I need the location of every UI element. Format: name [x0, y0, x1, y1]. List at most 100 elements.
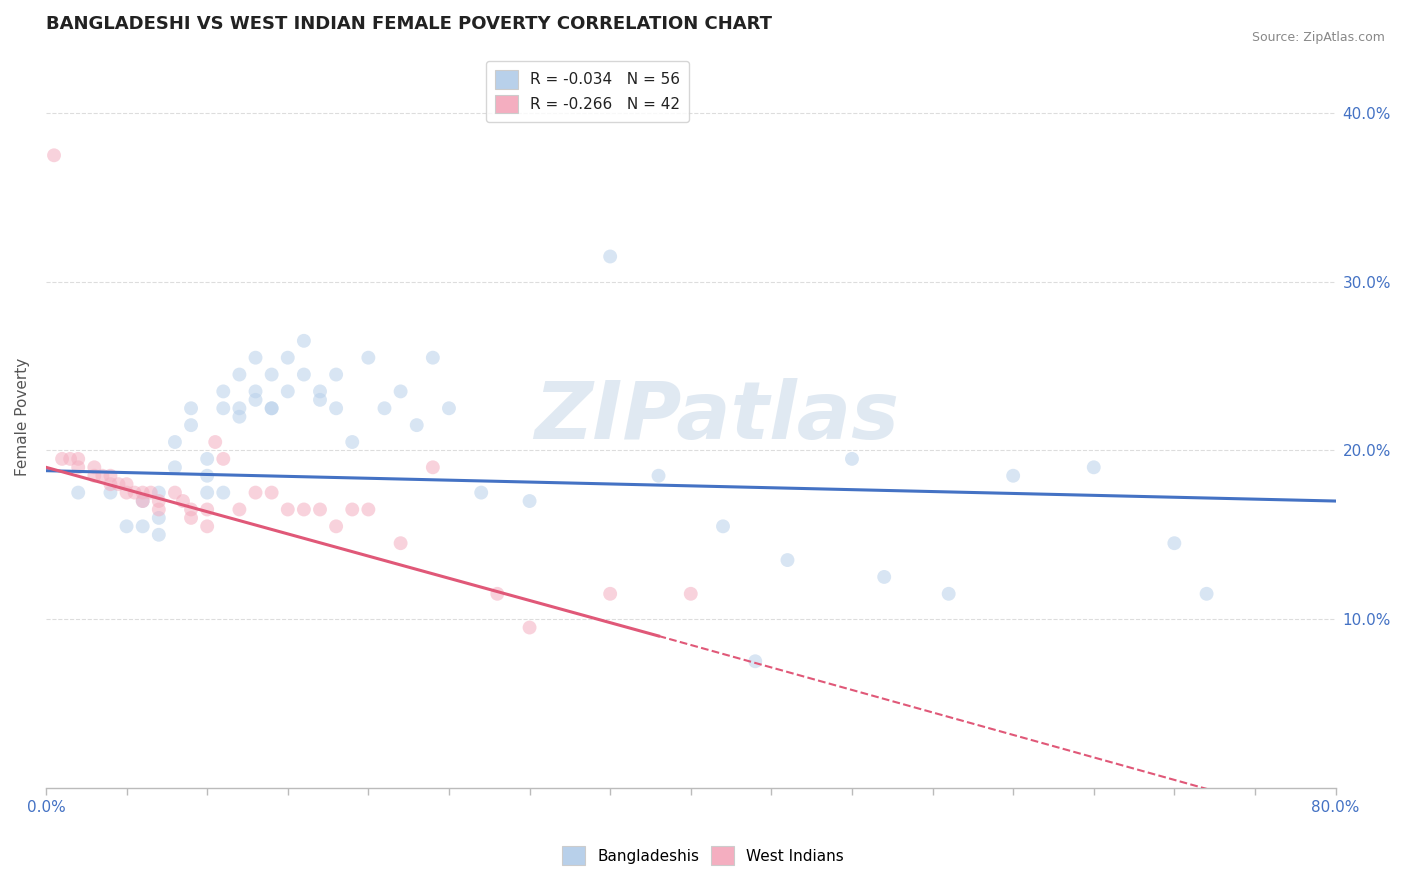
Point: [260, 401, 283, 416]
Point: [180, 502, 202, 516]
Point: [357, 502, 380, 516]
Point: [195, 485, 218, 500]
Legend: Bangladeshis, West Indians: Bangladeshis, West Indians: [555, 840, 851, 871]
Point: [83, 460, 105, 475]
Point: [163, 460, 186, 475]
Point: [277, 502, 299, 516]
Point: [180, 401, 202, 416]
Point: [148, 528, 170, 542]
Point: [325, 368, 347, 382]
Point: [212, 451, 235, 466]
Point: [1002, 468, 1025, 483]
Point: [148, 511, 170, 525]
Point: [115, 477, 138, 491]
Point: [115, 485, 138, 500]
Point: [470, 485, 492, 500]
Point: [309, 502, 332, 516]
Point: [212, 401, 235, 416]
Point: [42, 148, 65, 162]
Point: [67, 485, 90, 500]
Point: [180, 511, 202, 525]
Point: [277, 384, 299, 399]
Point: [519, 494, 541, 508]
Point: [245, 392, 267, 407]
Point: [107, 477, 129, 491]
Point: [647, 468, 669, 483]
Point: [172, 494, 194, 508]
Point: [325, 401, 347, 416]
Point: [195, 468, 218, 483]
Point: [1163, 536, 1185, 550]
Point: [260, 485, 283, 500]
Point: [148, 485, 170, 500]
Point: [873, 570, 896, 584]
Point: [711, 519, 734, 533]
Point: [83, 468, 105, 483]
Point: [195, 502, 218, 516]
Point: [309, 384, 332, 399]
Point: [519, 621, 541, 635]
Point: [228, 368, 250, 382]
Point: [245, 384, 267, 399]
Text: BANGLADESHI VS WEST INDIAN FEMALE POVERTY CORRELATION CHART: BANGLADESHI VS WEST INDIAN FEMALE POVERT…: [46, 15, 772, 33]
Point: [195, 451, 218, 466]
Text: Source: ZipAtlas.com: Source: ZipAtlas.com: [1251, 31, 1385, 45]
Point: [180, 418, 202, 433]
Point: [228, 401, 250, 416]
Point: [228, 409, 250, 424]
Point: [260, 368, 283, 382]
Legend: R = -0.034   N = 56, R = -0.266   N = 42: R = -0.034 N = 56, R = -0.266 N = 42: [486, 61, 689, 122]
Point: [115, 519, 138, 533]
Point: [357, 351, 380, 365]
Y-axis label: Female Poverty: Female Poverty: [15, 358, 30, 475]
Point: [389, 536, 412, 550]
Point: [277, 351, 299, 365]
Point: [841, 451, 863, 466]
Point: [148, 494, 170, 508]
Point: [422, 351, 444, 365]
Point: [405, 418, 427, 433]
Point: [342, 435, 364, 450]
Point: [67, 460, 90, 475]
Point: [100, 477, 122, 491]
Point: [131, 494, 153, 508]
Point: [599, 250, 621, 264]
Point: [486, 587, 509, 601]
Point: [292, 368, 315, 382]
Point: [342, 502, 364, 516]
Point: [776, 553, 799, 567]
Point: [325, 519, 347, 533]
Text: ZIPatlas: ZIPatlas: [534, 377, 898, 456]
Point: [204, 435, 226, 450]
Point: [51, 451, 73, 466]
Point: [148, 502, 170, 516]
Point: [437, 401, 460, 416]
Point: [100, 468, 122, 483]
Point: [59, 451, 82, 466]
Point: [245, 485, 267, 500]
Point: [131, 494, 153, 508]
Point: [163, 435, 186, 450]
Point: [163, 485, 186, 500]
Point: [679, 587, 702, 601]
Point: [124, 485, 146, 500]
Point: [292, 334, 315, 348]
Point: [100, 485, 122, 500]
Point: [938, 587, 960, 601]
Point: [131, 519, 153, 533]
Point: [1083, 460, 1105, 475]
Point: [67, 451, 90, 466]
Point: [212, 485, 235, 500]
Point: [91, 468, 114, 483]
Point: [195, 519, 218, 533]
Point: [292, 502, 315, 516]
Point: [139, 485, 162, 500]
Point: [599, 587, 621, 601]
Point: [373, 401, 395, 416]
Point: [228, 502, 250, 516]
Point: [245, 351, 267, 365]
Point: [212, 384, 235, 399]
Point: [389, 384, 412, 399]
Point: [422, 460, 444, 475]
Point: [309, 392, 332, 407]
